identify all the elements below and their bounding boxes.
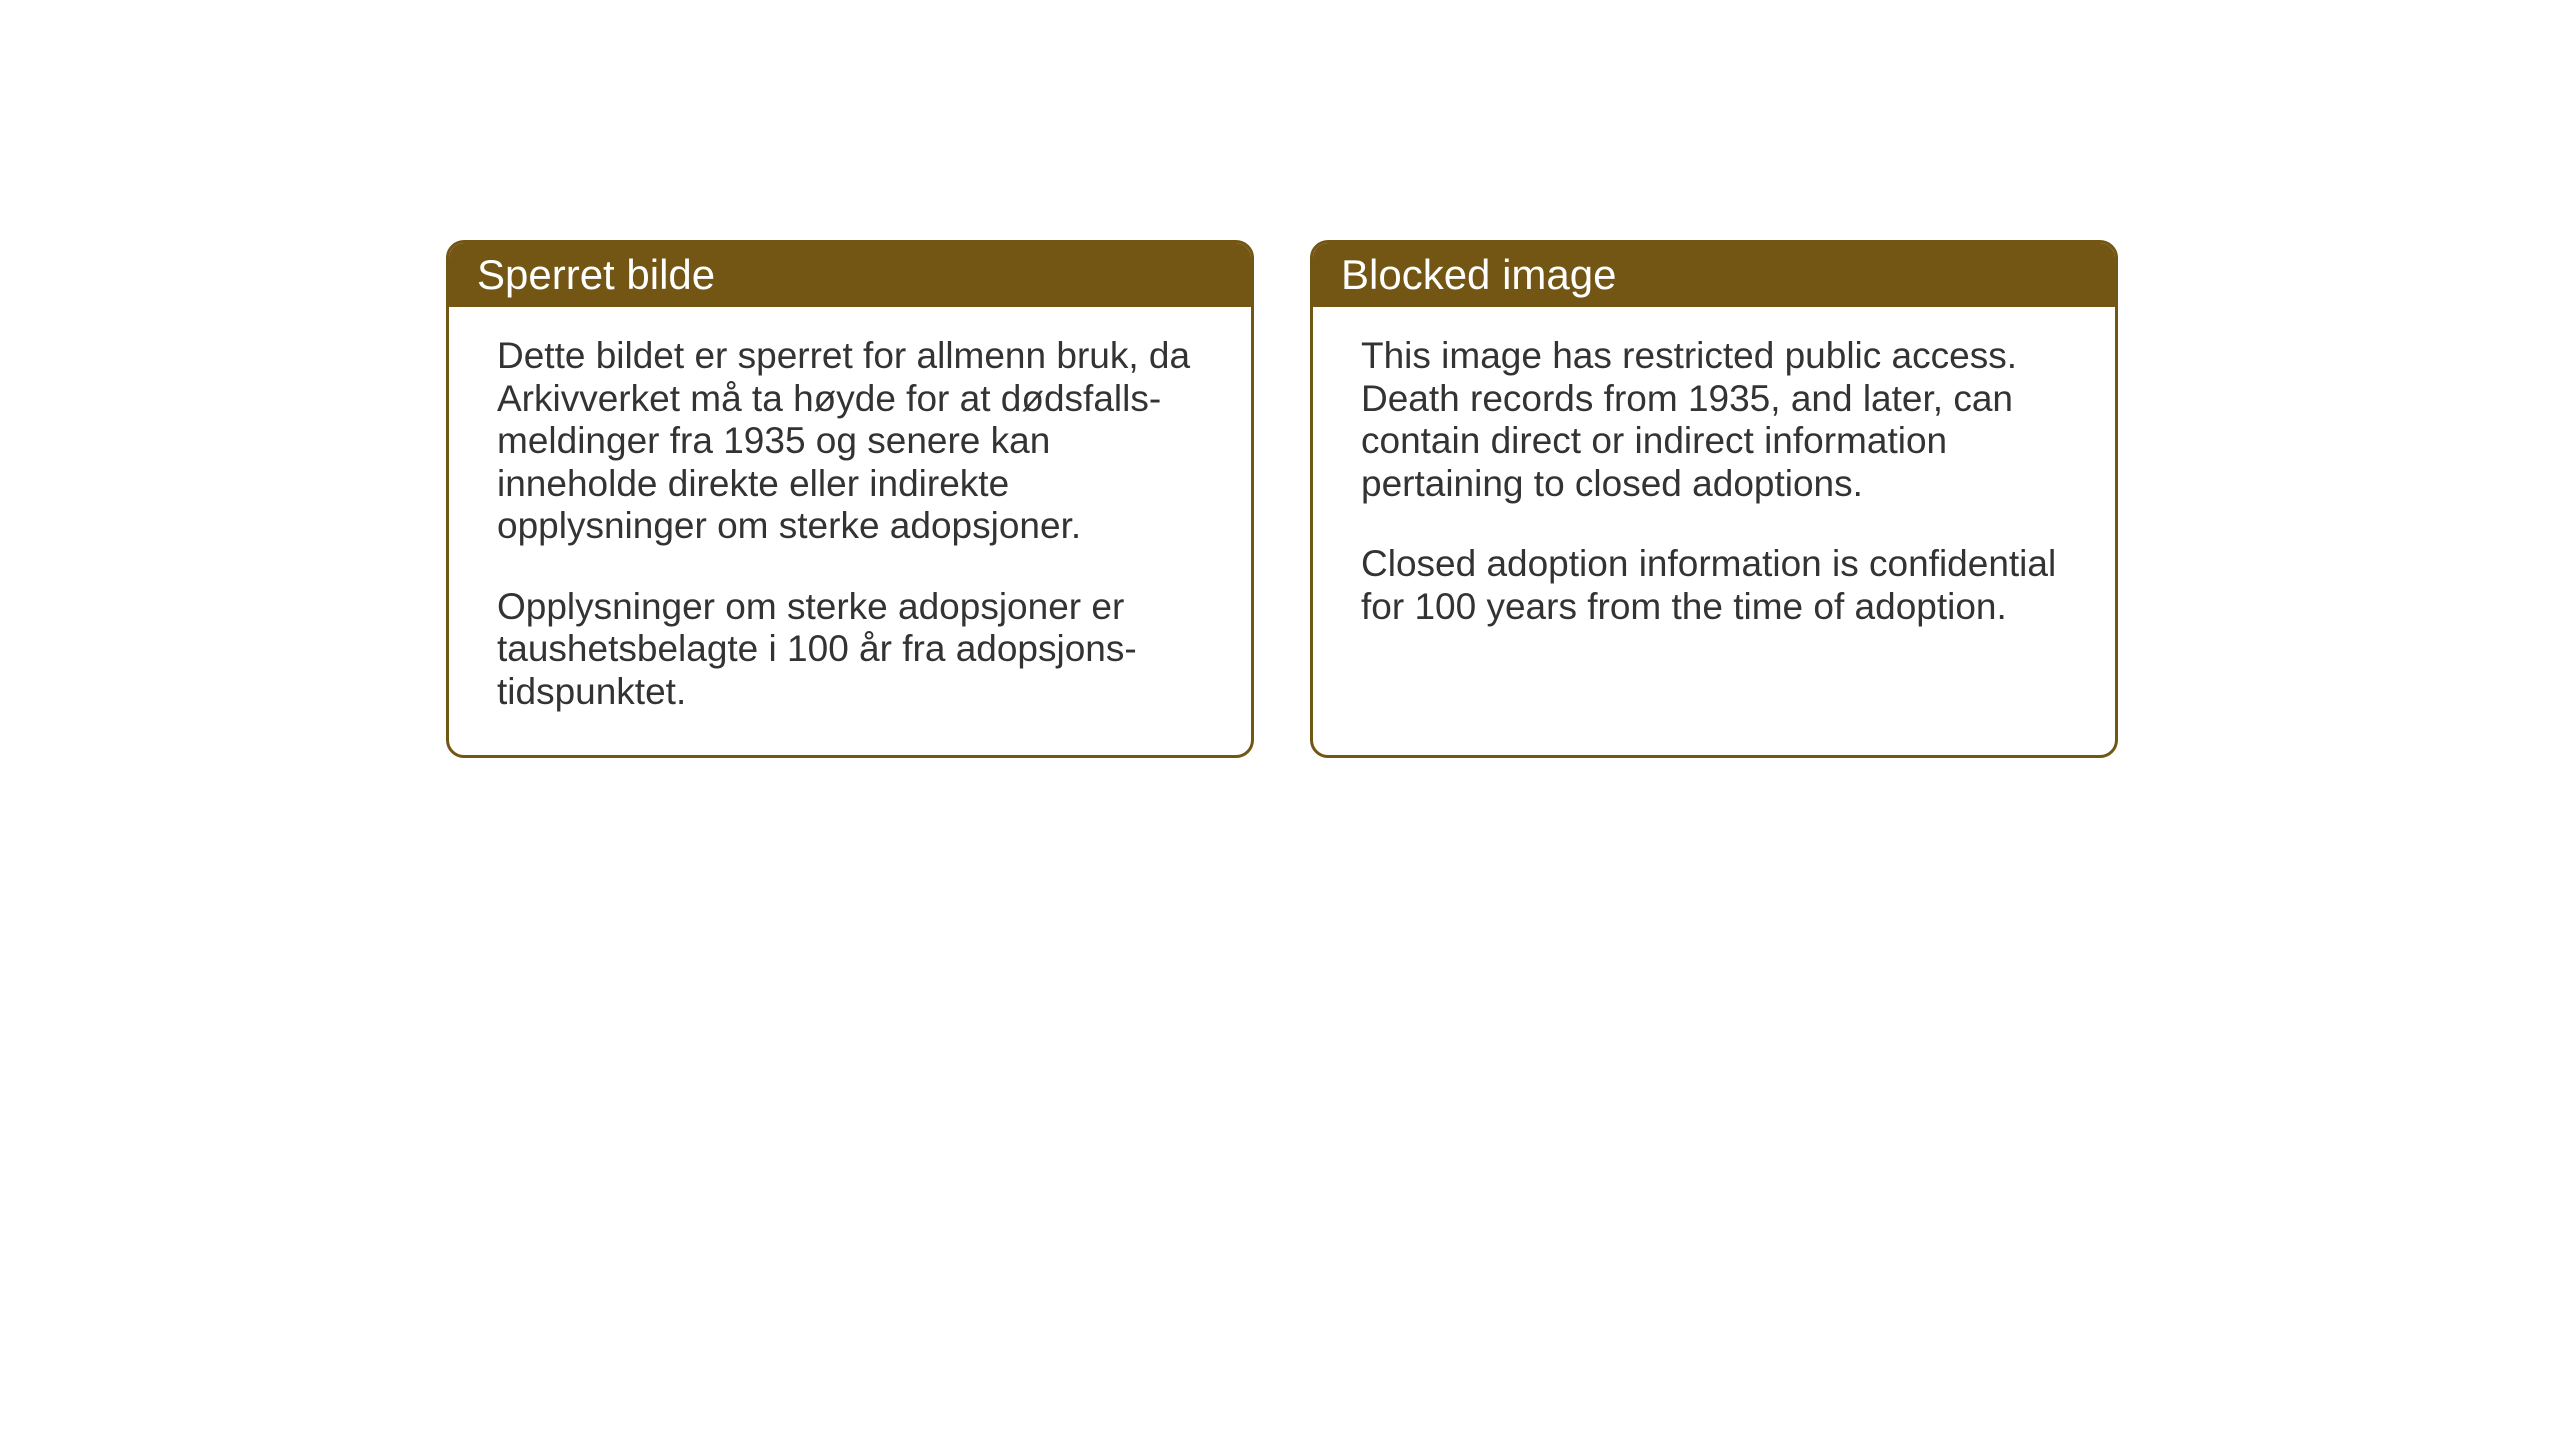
norwegian-card-title: Sperret bilde [449,243,1251,307]
norwegian-paragraph-2: Opplysninger om sterke adopsjoner er tau… [497,586,1203,714]
english-card-title: Blocked image [1313,243,2115,307]
cards-container: Sperret bilde Dette bildet er sperret fo… [446,240,2118,758]
norwegian-paragraph-1: Dette bildet er sperret for allmenn bruk… [497,335,1203,548]
english-paragraph-2: Closed adoption information is confident… [1361,543,2067,628]
norwegian-card-body: Dette bildet er sperret for allmenn bruk… [449,307,1251,755]
english-card-body: This image has restricted public access.… [1313,307,2115,670]
english-card: Blocked image This image has restricted … [1310,240,2118,758]
english-paragraph-1: This image has restricted public access.… [1361,335,2067,505]
norwegian-card: Sperret bilde Dette bildet er sperret fo… [446,240,1254,758]
